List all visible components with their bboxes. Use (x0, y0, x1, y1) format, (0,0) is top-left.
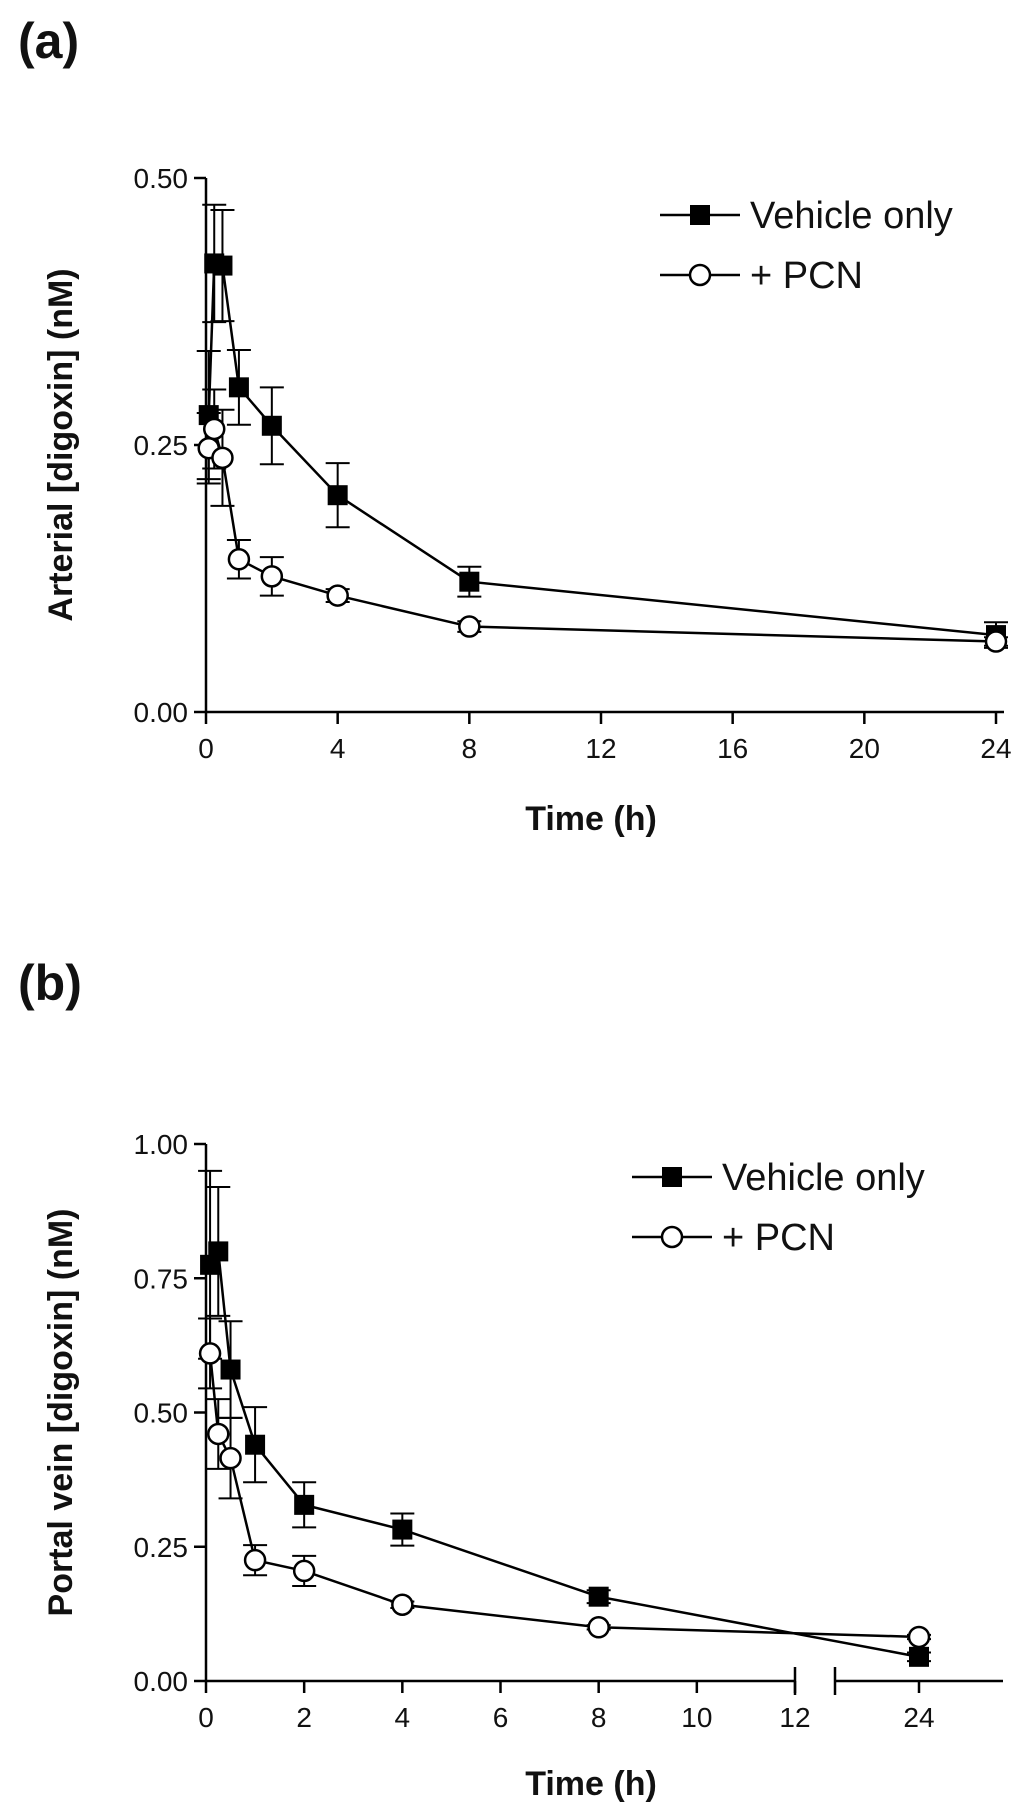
series-line (209, 1247, 920, 1659)
data-point-square (294, 1494, 315, 1515)
x-axis-title: Time (h) (525, 1765, 657, 1803)
y-tick-label: 0.00 (134, 697, 189, 728)
x-tick-label: 0 (198, 1702, 214, 1733)
legend-label: + PCN (750, 255, 863, 297)
data-point-circle (391, 1593, 414, 1616)
legend: Vehicle only + PCN (660, 195, 953, 297)
y-tick-label: 0.00 (134, 1666, 189, 1697)
data-point-circle (202, 417, 226, 441)
legend-label: Vehicle only (722, 1157, 925, 1199)
legend-marker-square (662, 1167, 682, 1187)
data-point-square (459, 571, 480, 592)
legend-label: Vehicle only (750, 195, 953, 237)
y-tick-label: 0.50 (134, 163, 189, 194)
data-point-circle (587, 1616, 610, 1639)
y-tick-label: 0.25 (134, 430, 189, 461)
series-vehicle-only (198, 1169, 931, 1667)
legend-label: + PCN (722, 1217, 835, 1259)
x-tick-label: 12 (779, 1702, 810, 1733)
data-point-square (261, 415, 282, 436)
data-point-square (588, 1586, 609, 1607)
data-point-circle (907, 1625, 931, 1649)
data-point-circle (227, 548, 251, 571)
x-tick-label: 24 (903, 1702, 934, 1733)
x-tick-label: 16 (717, 733, 748, 764)
chart-panel-a: (a) 0.00 0.25 0.50 0 4 8 12 16 20 24 Time (h) Arteri… (18, 13, 1012, 838)
legend-marker-circle (688, 263, 712, 287)
y-axis-title: Portal vein [digoxin] (nM) (42, 1209, 80, 1617)
data-point-square (228, 377, 249, 398)
series-pcn (198, 1317, 931, 1649)
series-line (207, 424, 997, 643)
x-axis-title: Time (h) (525, 800, 657, 838)
y-axis-title: Arterial [digoxin] (nM) (42, 268, 80, 621)
series-pcn (196, 388, 1008, 653)
series-line (207, 261, 997, 637)
data-point-square (208, 1241, 229, 1262)
panel-label: (b) (18, 955, 82, 1011)
x-tick-label: 8 (591, 1702, 607, 1733)
data-point-circle (219, 1446, 242, 1470)
y-tick-label: 0.75 (134, 1263, 189, 1294)
y-tick-label: 1.00 (134, 1129, 189, 1160)
legend-marker-circle (660, 1225, 684, 1249)
data-point-square (327, 485, 348, 506)
data-point-circle (458, 615, 481, 638)
x-tick-label: 6 (493, 1702, 509, 1733)
data-point-square (220, 1359, 241, 1380)
data-point-square (909, 1646, 929, 1667)
data-point-square (392, 1519, 413, 1540)
data-point-circle (292, 1559, 316, 1583)
data-point-circle (198, 1342, 222, 1365)
x-tick-label: 10 (681, 1702, 712, 1733)
data-point-circle (211, 446, 234, 470)
x-tick-label: 24 (980, 733, 1011, 764)
data-point-square (245, 1434, 266, 1455)
data-point-circle (984, 630, 1008, 653)
data-point-circle (260, 565, 284, 588)
legend-marker-square (690, 205, 710, 225)
x-tick-label: 8 (462, 733, 478, 764)
x-tick-label: 20 (849, 733, 880, 764)
x-tick-label: 4 (395, 1702, 411, 1733)
panel-label: (a) (18, 13, 79, 69)
data-point-circle (326, 584, 349, 607)
y-tick-label: 0.50 (134, 1398, 189, 1429)
x-tick-label: 4 (330, 733, 346, 764)
y-tick-label: 0.25 (134, 1532, 189, 1563)
series-vehicle-only (196, 203, 1008, 649)
x-tick-label: 0 (198, 733, 214, 764)
x-tick-label: 2 (296, 1702, 312, 1733)
data-point-square (212, 255, 233, 276)
data-point-circle (207, 1422, 230, 1446)
x-tick-label: 12 (585, 733, 616, 764)
data-point-circle (243, 1548, 267, 1572)
legend: Vehicle only + PCN (632, 1157, 925, 1259)
series-line (208, 1353, 920, 1639)
